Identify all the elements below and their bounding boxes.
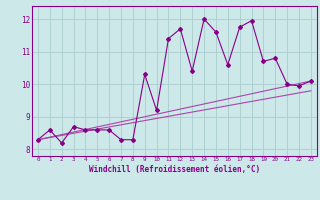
X-axis label: Windchill (Refroidissement éolien,°C): Windchill (Refroidissement éolien,°C): [89, 165, 260, 174]
